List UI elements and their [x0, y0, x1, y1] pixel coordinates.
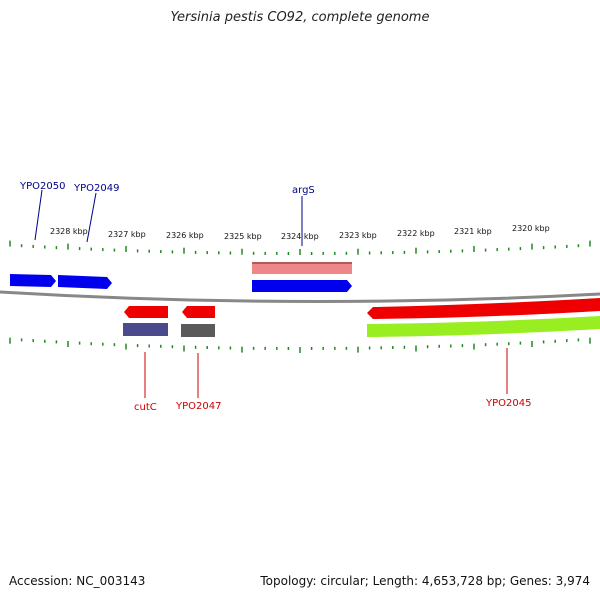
scale-labels: 2328 kbp 2327 kbp 2326 kbp 2325 kbp 2324…: [50, 224, 550, 241]
scale-label-2326: 2326 kbp: [166, 231, 204, 240]
leader-ypo2049: [86, 192, 97, 243]
label-args[interactable]: argS: [292, 185, 315, 196]
leader-ypo2050: [34, 189, 43, 241]
upper-minor-ticks: [9, 240, 591, 255]
scale-label-2322: 2322 kbp: [397, 229, 435, 238]
gene-label-group: YPO2050 YPO2049 argS cutC YPO2047 YPO204…: [19, 181, 531, 413]
label-ypo2047[interactable]: YPO2047: [175, 401, 221, 412]
gene-ypo2047[interactable]: [182, 306, 215, 318]
reverse-strand-features: [123, 298, 600, 337]
accession-text: Accession: NC_003143: [9, 574, 146, 588]
feature-ypo2045-green[interactable]: [367, 316, 600, 337]
genome-summary-text: Topology: circular; Length: 4,653,728 bp…: [260, 574, 590, 588]
gene-cutc[interactable]: [124, 306, 168, 318]
label-ypo2049[interactable]: YPO2049: [73, 183, 119, 194]
upper-tick-track: [9, 240, 591, 255]
feature-args-pink[interactable]: [252, 262, 352, 274]
label-ypo2045[interactable]: YPO2045: [485, 398, 531, 409]
lower-minor-ticks: [9, 337, 591, 353]
scale-label-2328: 2328 kbp: [50, 227, 88, 236]
label-cutc[interactable]: cutC: [134, 402, 157, 413]
gene-args[interactable]: [252, 280, 352, 292]
gene-ypo2050[interactable]: [10, 274, 56, 287]
gene-ypo2049[interactable]: [58, 275, 112, 289]
scale-label-2324: 2324 kbp: [281, 232, 319, 241]
gene-ypo2045[interactable]: [367, 298, 600, 319]
scale-label-2323: 2323 kbp: [339, 231, 377, 240]
scale-label-2327: 2327 kbp: [108, 230, 146, 239]
map-title: Yersinia pestis CO92, complete genome: [170, 10, 430, 25]
label-ypo2050[interactable]: YPO2050: [19, 181, 65, 192]
scale-label-2320: 2320 kbp: [512, 224, 550, 233]
forward-strand-features: [10, 262, 352, 292]
genome-backbone: [0, 290, 600, 304]
feature-ypo2047-gray[interactable]: [181, 324, 215, 337]
scale-label-2325: 2325 kbp: [224, 232, 262, 241]
scale-label-2321: 2321 kbp: [454, 227, 492, 236]
feature-cutc-purple[interactable]: [123, 323, 168, 336]
